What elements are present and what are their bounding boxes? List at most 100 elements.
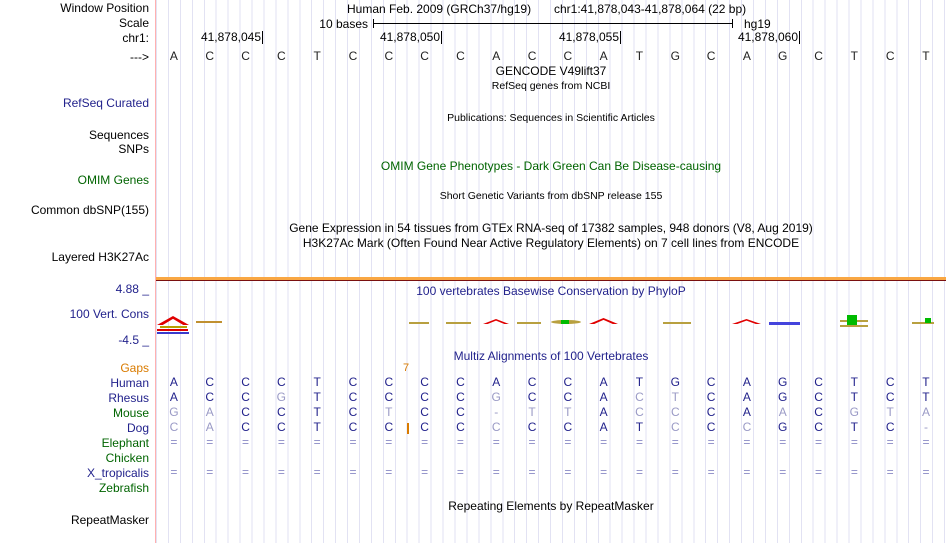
track-title-omim[interactable]: OMIM Gene Phenotypes - Dark Green Can Be… <box>380 159 722 173</box>
base-cell: C <box>384 420 394 434</box>
base-cell: C <box>241 405 250 419</box>
base-cell: = <box>456 465 464 479</box>
track-label-snps[interactable]: SNPs <box>118 142 149 156</box>
position-range: chr1:41,878,043-41,878,064 (22 bp) <box>554 2 747 16</box>
base-cell: = <box>707 465 715 479</box>
base-cell: = <box>671 435 679 449</box>
conservation-mark <box>446 322 471 324</box>
base-cell: A <box>169 375 178 389</box>
track-label-mouse[interactable]: Mouse <box>112 406 149 420</box>
track-label-elephant[interactable]: Elephant <box>101 436 149 450</box>
track-label-human[interactable]: Human <box>110 376 149 390</box>
conservation-mark <box>561 320 569 324</box>
track-label-layered-h3k27ac[interactable]: Layered H3K27Ac <box>51 250 149 264</box>
track-label-repeatmasker[interactable]: RepeatMasker <box>70 513 149 527</box>
base-cell: A <box>599 49 608 63</box>
base-cell: = <box>815 435 823 449</box>
base-cell: C <box>277 49 286 63</box>
base-cell: T <box>922 375 930 389</box>
base-cell: = <box>671 465 679 479</box>
base-cell: = <box>886 435 894 449</box>
base-cell: C <box>384 49 394 63</box>
conservation-mark <box>409 322 429 324</box>
track-label-omim-genes[interactable]: OMIM Genes <box>77 173 149 187</box>
track-title-h3k27ac[interactable]: H3K27Ac Mark (Often Found Near Active Re… <box>302 236 800 250</box>
base-cell: C <box>527 49 537 63</box>
base-cell: T <box>635 49 644 63</box>
track-title-publications[interactable]: Publications: Sequences in Scientific Ar… <box>447 112 655 124</box>
base-cell: T <box>850 49 859 63</box>
base-cell: C <box>635 390 644 404</box>
base-cell: C <box>348 405 358 419</box>
base-cell: A <box>599 375 608 389</box>
base-cell: T <box>313 390 321 404</box>
base-cell: T <box>850 390 859 404</box>
genome-build-label: hg19 <box>744 17 771 31</box>
track-label-zebrafish[interactable]: Zebrafish <box>98 481 149 495</box>
track-title-conservation[interactable]: 100 vertebrates Basewise Conservation by… <box>416 284 686 298</box>
base-cell: = <box>528 465 536 479</box>
base-cell: C <box>277 375 286 389</box>
base-cell: C <box>456 405 465 419</box>
base-cell: C <box>814 390 823 404</box>
track-title-dbsnp[interactable]: Short Genetic Variants from dbSNP releas… <box>439 190 663 202</box>
track-label-dog[interactable]: Dog <box>126 421 149 435</box>
base-cell: = <box>564 465 572 479</box>
base-cell: C <box>169 420 179 434</box>
base-cell: = <box>743 465 751 479</box>
base-cell: = <box>421 465 429 479</box>
track-title-gencode[interactable]: GENCODE V49lift37 <box>495 64 607 78</box>
base-cell: T <box>528 405 536 419</box>
track-label-gaps[interactable]: Gaps <box>120 361 149 375</box>
track-title-multiz[interactable]: Multiz Alignments of 100 Vertebrates <box>453 349 649 363</box>
track-title-gtex[interactable]: Gene Expression in 54 tissues from GTEx … <box>289 221 813 235</box>
base-cell: G <box>670 375 680 389</box>
base-cell: = <box>313 435 321 449</box>
track-title-refseq[interactable]: RefSeq genes from NCBI <box>491 80 611 92</box>
base-cell: A <box>742 49 751 63</box>
chromosome-label: chr1: <box>122 31 149 45</box>
base-cell: A <box>205 405 214 419</box>
base-cell: T <box>635 375 644 389</box>
base-cell: C <box>706 375 716 389</box>
base-cell: T <box>313 420 321 434</box>
track-label-common-dbsnp[interactable]: Common dbSNP(155) <box>30 203 149 217</box>
track-label-chicken[interactable]: Chicken <box>105 451 149 465</box>
track-label-x-tropicalis[interactable]: X_tropicalis <box>86 466 149 480</box>
track-label-rhesus[interactable]: Rhesus <box>108 391 149 405</box>
gap-count-indicator: 7 <box>402 362 410 374</box>
base-cell: = <box>242 435 250 449</box>
conservation-mark <box>912 322 934 324</box>
base-cell: A <box>921 405 930 419</box>
base-cell: = <box>635 435 643 449</box>
base-cell: T <box>313 405 321 419</box>
h3k27ac-signal-bar[interactable] <box>156 277 946 280</box>
base-cell: G <box>778 375 788 389</box>
base-cell: C <box>241 49 250 63</box>
strand-direction-label[interactable]: ---> <box>130 50 149 64</box>
base-cell: C <box>670 405 680 419</box>
base-cell: A <box>742 390 751 404</box>
base-cell: C <box>456 420 465 434</box>
base-cell: C <box>205 390 215 404</box>
track-label-100-vert-cons[interactable]: 100 Vert. Cons <box>69 307 149 321</box>
track-title-repeatmasker[interactable]: Repeating Elements by RepeatMasker <box>448 499 654 513</box>
ruler-tick: 41,878,050 <box>364 31 442 44</box>
base-grid <box>156 0 946 543</box>
base-cell: C <box>742 420 752 434</box>
base-cell: = <box>528 435 536 449</box>
scale-bar <box>373 19 733 28</box>
conservation-mark <box>589 318 618 324</box>
track-label-sequences[interactable]: Sequences <box>88 128 149 142</box>
track-label-refseq-curated[interactable]: RefSeq Curated <box>62 96 149 110</box>
window-position-label: Window Position <box>60 1 149 15</box>
base-cell: C <box>814 405 823 419</box>
base-cell: C <box>885 420 895 434</box>
base-cell: A <box>599 420 608 434</box>
base-cell: C <box>420 420 429 434</box>
base-cell: C <box>277 405 286 419</box>
base-cell: G <box>778 390 788 404</box>
conservation-axis-min: -4.5 _ <box>118 333 149 347</box>
